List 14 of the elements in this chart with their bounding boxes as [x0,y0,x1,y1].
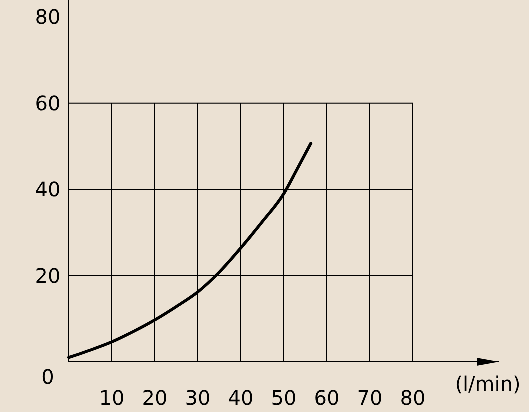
y-tick-label: 60 [35,91,61,116]
x-tick-label: 60 [314,386,340,410]
x-tick-label: 40 [228,386,254,410]
x-tick-label: 80 [400,386,426,410]
x-tick-label: 10 [99,386,125,410]
y-tick-label: 20 [35,264,61,288]
x-tick-label: 30 [185,386,211,410]
y-tick-label: 0 [42,365,54,389]
y-tick-label: 80 [35,5,61,30]
x-axis-title: (l/min) [455,372,521,396]
x-tick-label: 50 [271,386,297,410]
x-tick-label: 70 [357,386,383,410]
x-tick-label: 20 [142,386,168,410]
y-tick-label: 40 [35,178,61,202]
